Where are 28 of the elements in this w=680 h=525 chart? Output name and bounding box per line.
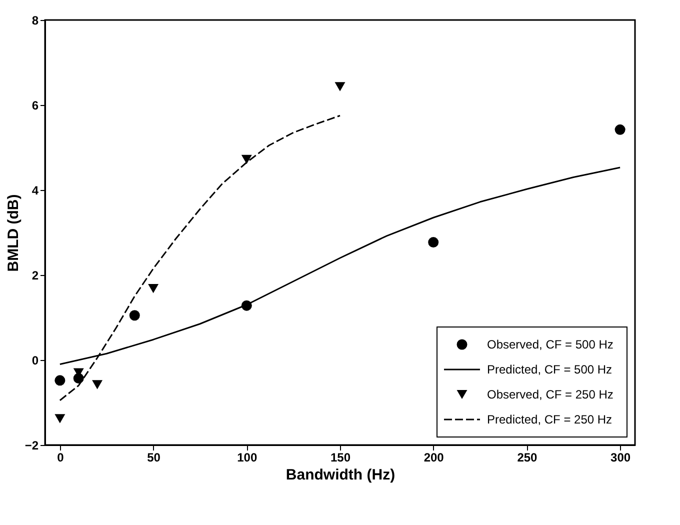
y-tick-label: 2 [32,268,39,282]
point [54,414,66,424]
x-axis-title: Bandwidth (Hz) [286,466,396,484]
point [129,310,140,321]
x-tick-label: 250 [517,450,538,464]
y-tick-label: −2 [24,438,39,452]
y-tick-label: 0 [32,354,39,368]
point [334,82,346,92]
legend-label: Predicted, CF = 250 Hz [487,412,612,426]
point [92,380,103,390]
x-tick-label: 0 [57,450,64,464]
x-tick-label: 300 [610,450,631,464]
point [614,124,626,135]
y-tick-label: 6 [32,98,39,112]
y-axis-title: BMLD (dB) [4,194,22,272]
legend-label: Observed, CF = 250 Hz [487,388,614,402]
point [241,154,252,164]
y-tick-label: 4 [32,184,39,198]
x-tick-label: 200 [424,450,444,464]
point [54,375,66,386]
point [428,237,439,248]
y-tick-label: 8 [32,14,39,28]
x-tick-label: 100 [237,450,258,464]
point [148,284,159,294]
x-tick-label: 150 [330,450,351,464]
x-tick-label: 50 [147,450,161,464]
legend-label: Predicted, CF = 500 Hz [487,362,612,376]
legend-label: Observed, CF = 500 Hz [487,338,614,352]
